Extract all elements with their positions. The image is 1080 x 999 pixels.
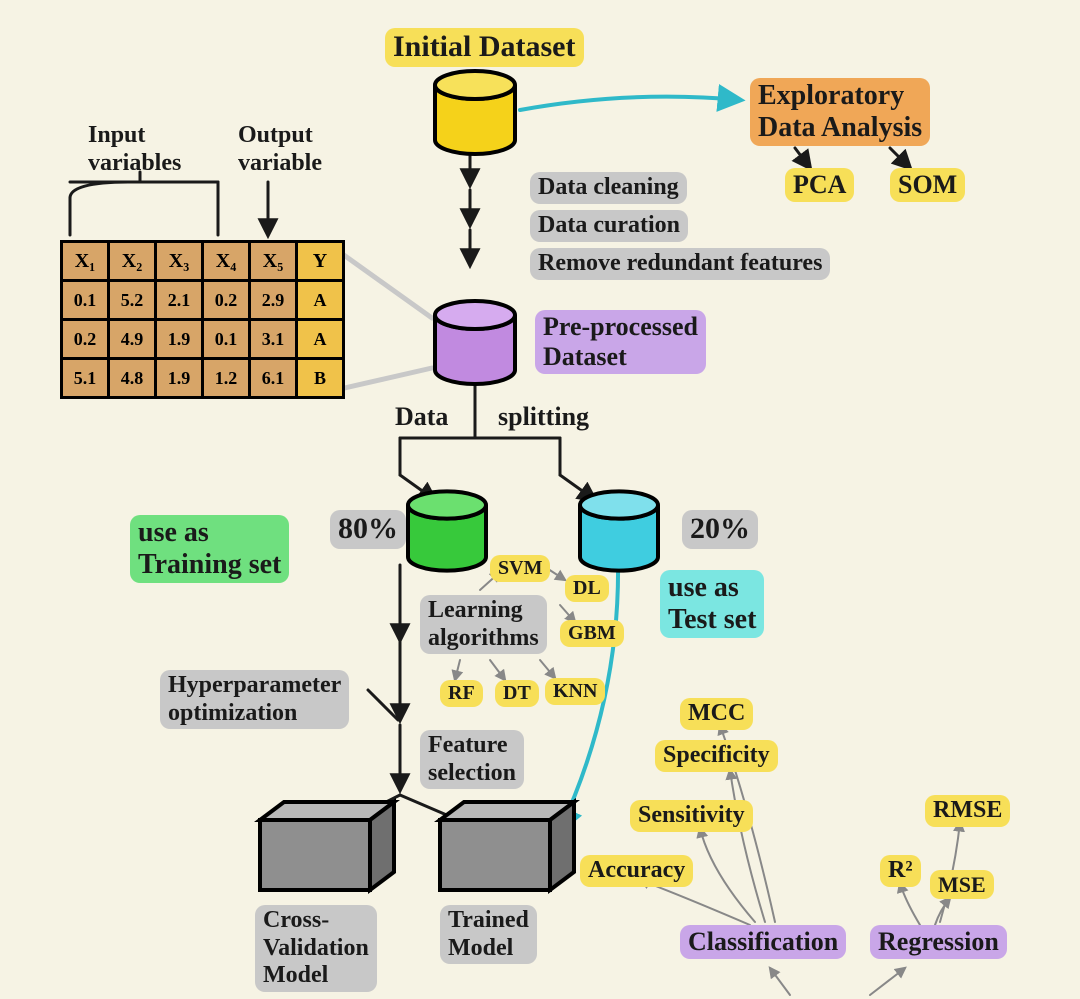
table-x-cell: 1.9	[156, 320, 203, 359]
label-data-cleaning: Data cleaning	[530, 172, 687, 204]
table-y-cell: B	[297, 359, 344, 398]
table-x-cell: 2.1	[156, 281, 203, 320]
table-x-header: X₁	[62, 242, 109, 281]
table-x-cell: 6.1	[250, 359, 297, 398]
label-classification: Classification	[680, 925, 846, 959]
label-eda: Exploratory Data Analysis	[750, 78, 930, 146]
label-specificity: Specificity	[655, 740, 778, 772]
table-x-cell: 1.9	[156, 359, 203, 398]
table-y-cell: A	[297, 320, 344, 359]
label-dt: DT	[495, 680, 539, 707]
table-x-header: X₃	[156, 242, 203, 281]
label-som: SOM	[890, 168, 965, 202]
label-trained-model: Trained Model	[440, 905, 537, 964]
label-use-training: use as Training set	[130, 515, 289, 583]
label-rf: RF	[440, 680, 483, 707]
label-r2: R²	[880, 855, 921, 887]
label-input-variables: Input variables	[80, 120, 189, 179]
label-hyperopt: Hyperparameter optimization	[160, 670, 349, 729]
table-x-header: X₅	[250, 242, 297, 281]
table-x-cell: 5.2	[109, 281, 156, 320]
label-remove-redundant: Remove redundant features	[530, 248, 830, 280]
label-data-splitting-r: splitting	[490, 400, 597, 434]
label-pca: PCA	[785, 168, 854, 202]
label-svm: SVM	[490, 555, 550, 582]
label-regression: Regression	[870, 925, 1007, 959]
label-20pct: 20%	[682, 510, 758, 549]
label-accuracy: Accuracy	[580, 855, 693, 887]
data-table: X₁X₂X₃X₄X₅Y0.15.22.10.22.9A0.24.91.90.13…	[60, 240, 345, 399]
table-x-cell: 0.1	[203, 320, 250, 359]
table-x-cell: 5.1	[62, 359, 109, 398]
table-y-cell: A	[297, 281, 344, 320]
label-rmse: RMSE	[925, 795, 1010, 827]
label-mse: MSE	[930, 870, 994, 899]
table-x-header: X₄	[203, 242, 250, 281]
title-initial-dataset: Initial Dataset	[385, 28, 584, 67]
label-gbm: GBM	[560, 620, 624, 647]
label-80pct: 80%	[330, 510, 406, 549]
table-x-cell: 2.9	[250, 281, 297, 320]
table-x-cell: 4.9	[109, 320, 156, 359]
table-x-cell: 0.2	[203, 281, 250, 320]
label-preprocessed: Pre-processed Dataset	[535, 310, 706, 374]
label-cv-model: Cross- Validation Model	[255, 905, 377, 992]
label-feature-selection: Feature selection	[420, 730, 524, 789]
label-sensitivity: Sensitivity	[630, 800, 753, 832]
label-data-splitting-l: Data	[387, 400, 456, 434]
table-x-cell: 1.2	[203, 359, 250, 398]
label-data-curation: Data curation	[530, 210, 688, 242]
label-learning-algorithms: Learning algorithms	[420, 595, 547, 654]
label-knn: KNN	[545, 678, 605, 705]
table-x-cell: 0.1	[62, 281, 109, 320]
table-x-cell: 0.2	[62, 320, 109, 359]
table-x-header: X₂	[109, 242, 156, 281]
table-x-cell: 3.1	[250, 320, 297, 359]
label-dl: DL	[565, 575, 609, 602]
table-x-cell: 4.8	[109, 359, 156, 398]
label-use-test: use as Test set	[660, 570, 764, 638]
label-mcc: MCC	[680, 698, 753, 730]
table-y-header: Y	[297, 242, 344, 281]
label-output-variable: Output variable	[230, 120, 330, 179]
